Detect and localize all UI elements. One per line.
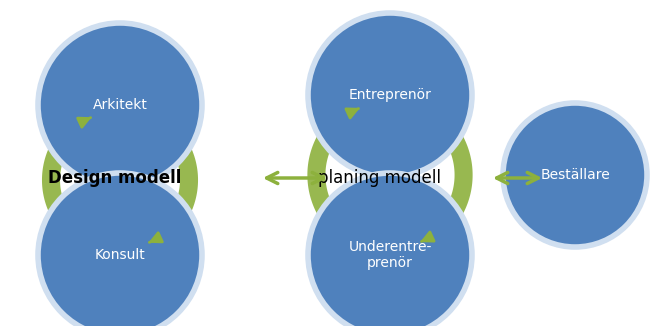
Circle shape	[38, 173, 202, 326]
Circle shape	[308, 173, 472, 326]
Text: Underentre-
prenör: Underentre- prenör	[348, 240, 432, 270]
Text: Entreprenör: Entreprenör	[348, 88, 432, 102]
Text: planing modell: planing modell	[318, 169, 441, 187]
Circle shape	[308, 13, 472, 177]
Text: Beställare: Beställare	[540, 168, 610, 182]
Text: Arkitekt: Arkitekt	[92, 98, 147, 112]
Text: Design modell: Design modell	[48, 169, 181, 187]
Circle shape	[38, 23, 202, 187]
Circle shape	[503, 103, 647, 247]
Text: Konsult: Konsult	[94, 248, 145, 262]
